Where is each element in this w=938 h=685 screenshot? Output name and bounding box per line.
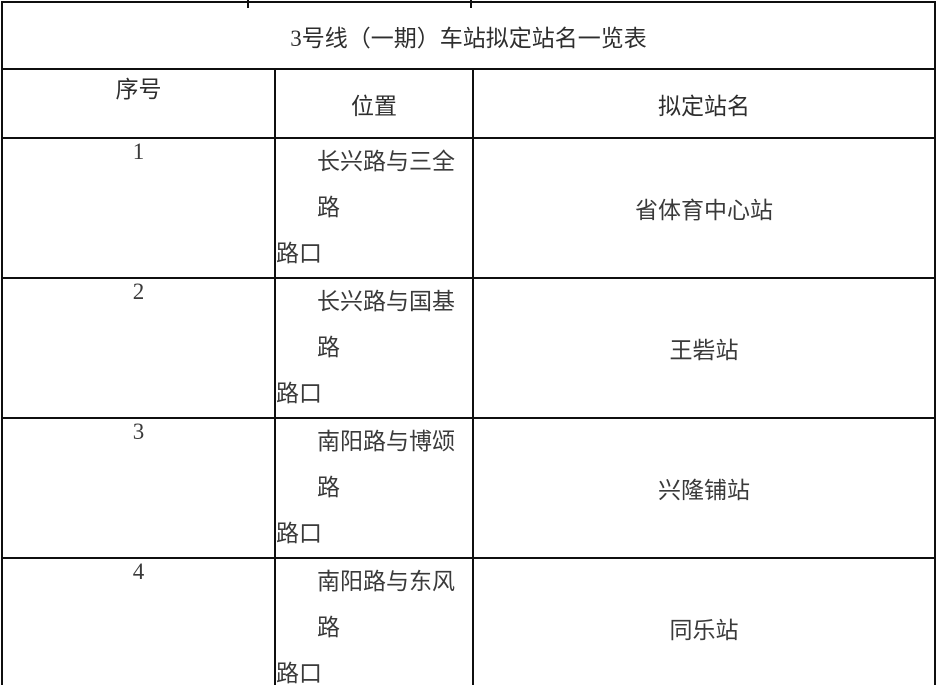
location-cell: 南阳路与博颂路 路口 (274, 417, 474, 559)
col-header-station: 拟定站名 (472, 68, 936, 139)
location-line-1: 长兴路与三全路 (317, 149, 455, 220)
table-title: 3号线（一期）车站拟定站名一览表 (1, 1, 936, 70)
location-line-1: 长兴路与国基路 (317, 289, 455, 360)
row-number-cell: 2 (1, 277, 276, 419)
station-name-cell: 兴隆铺站 (472, 417, 936, 559)
row-number-cell: 1 (1, 137, 276, 279)
location-line-2: 路口 (276, 521, 322, 546)
row-number-cell: 4 (1, 557, 276, 685)
location-cell: 长兴路与国基路 路口 (274, 277, 474, 419)
col-header-no: 序号 (1, 68, 276, 139)
station-name-cell: 同乐站 (472, 557, 936, 685)
location-cell: 长兴路与三全路 路口 (274, 137, 474, 279)
location-line-2: 路口 (276, 241, 322, 266)
station-name-cell: 省体育中心站 (472, 137, 936, 279)
location-cell: 南阳路与东风路 路口 (274, 557, 474, 685)
table-row: 3 南阳路与博颂路 路口 兴隆铺站 (1, 417, 936, 559)
table-row: 1 长兴路与三全路 路口 省体育中心站 (1, 137, 936, 279)
table-row: 4 南阳路与东风路 路口 同乐站 (1, 557, 936, 685)
table-header-row: 序号 位置 拟定站名 (1, 68, 936, 139)
location-line-2: 路口 (276, 661, 322, 685)
row-number-cell: 3 (1, 417, 276, 559)
table-row: 2 长兴路与国基路 路口 王砦站 (1, 277, 936, 419)
table-title-row: 3号线（一期）车站拟定站名一览表 (1, 1, 936, 70)
col-header-location: 位置 (274, 68, 474, 139)
station-name-cell: 王砦站 (472, 277, 936, 419)
location-line-2: 路口 (276, 381, 322, 406)
location-line-1: 南阳路与东风路 (317, 569, 455, 640)
location-line-1: 南阳路与博颂路 (317, 429, 455, 500)
